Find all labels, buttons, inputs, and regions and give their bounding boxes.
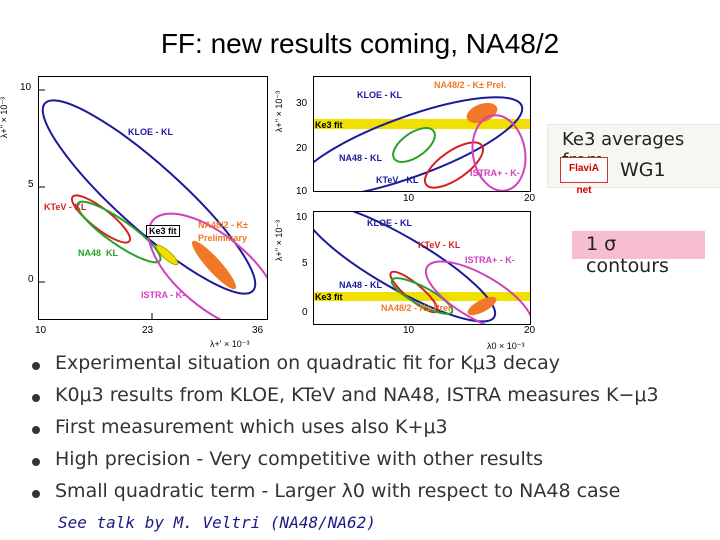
left-plot-svg: [39, 89, 281, 332]
left-plot: 10 5 0 λ+'' × 10⁻³ 10 23 36 λ+' × 10⁻³ K…: [0, 70, 298, 350]
wg1-averages-box: Ke3 averages from FlaviA net WG1: [547, 124, 720, 196]
left-x-tick-0: 10: [35, 325, 47, 336]
br-y-tick-1: 5: [302, 258, 308, 269]
na48-2-contour: [191, 240, 237, 290]
bullet-text: K0μ3 results from KLOE, KTeV and NA48, I…: [55, 384, 659, 406]
tr-label-na48: NA48 - KL: [339, 153, 383, 163]
left-label-istra: ISTRA - K-: [141, 290, 186, 300]
left-label-na48-2: NA48/2 - K±: [198, 220, 248, 230]
ke3-contour: [155, 244, 179, 266]
tr-y-axis-label: λ+'' × 10⁻³: [274, 90, 285, 133]
tr-x-tick-1: 20: [524, 193, 536, 204]
left-y-axis-label: λ+'' × 10⁻³: [0, 96, 10, 139]
bullet-dot: [32, 490, 40, 498]
br-x-axis-label: λ0 × 10⁻³: [487, 341, 525, 351]
left-label-ktev: KTeV - KL: [44, 202, 87, 212]
br-x-tick-0: 10: [403, 325, 415, 336]
tr-label-kloe: KLOE - KL: [357, 90, 402, 100]
br-y-axis-label: λ+'' × 10⁻³: [274, 219, 285, 262]
bullet-item: Experimental situation on quadratic fit …: [30, 352, 659, 384]
left-label-prelim: Preliminary: [198, 233, 248, 243]
tr-label-ktev: KTeV - KL: [376, 175, 419, 185]
tr-label-na48-2: NA48/2 - K± Prel.: [434, 80, 506, 90]
bullet-dot: [32, 426, 40, 434]
br-label-istra: ISTRA+ - K-: [465, 255, 515, 265]
bottom-right-ke3-band: [314, 292, 530, 301]
br-label-ke3: Ke3 fit: [315, 292, 343, 302]
top-right-plot: 30 20 10 λ+'' × 10⁻³ 10 20 NA48/2 - K± P…: [274, 70, 545, 205]
tr-y-tick-2: 10: [296, 186, 308, 197]
br-label-na48: NA48 - KL: [339, 280, 383, 290]
bullet-item: Small quadratic term - Larger λ0 with re…: [30, 480, 659, 512]
bullet-text: First measurement which uses also K+μ3: [55, 416, 448, 438]
left-y-tick-2: 0: [28, 274, 34, 285]
bullet-text: Experimental situation on quadratic fit …: [55, 352, 561, 374]
bullet-item: K0μ3 results from KLOE, KTeV and NA48, I…: [30, 384, 659, 416]
bullet-list: Experimental situation on quadratic fit …: [30, 352, 659, 512]
sigma-contours-text: 1 σ contours: [586, 233, 669, 277]
left-label-na48: NA48 KL: [78, 248, 119, 258]
br-y-tick-0: 10: [296, 212, 308, 223]
tr-y-tick-0: 30: [296, 98, 308, 109]
bottom-right-plot: 10 5 0 λ+'' × 10⁻³ 10 20 λ0 × 10⁻³ KLOE …: [274, 201, 545, 355]
left-y-tick-1: 5: [28, 179, 34, 190]
footnote-talk-reference: See talk by M. Veltri (NA48/NA62): [58, 513, 376, 532]
na48-contour: [76, 200, 162, 264]
bullet-dot: [32, 394, 40, 402]
top-right-ktev-contour: [424, 141, 484, 189]
bottom-right-na48-2-contour: [467, 296, 497, 316]
tr-y-tick-1: 20: [296, 143, 308, 154]
tr-x-tick-0: 10: [403, 193, 415, 204]
left-label-kloe: KLOE - KL: [128, 127, 173, 137]
kloe-contour: [41, 99, 257, 295]
left-x-tick-2: 36: [252, 325, 264, 336]
top-right-istra-contour: [471, 114, 527, 192]
bullet-item: High precision - Very competitive with o…: [30, 448, 659, 480]
bottom-right-na48-contour: [390, 277, 454, 315]
tr-label-ke3: Ke3 fit: [315, 120, 343, 130]
br-label-kloe: KLOE - KL: [367, 218, 412, 228]
flavianet-logo: FlaviA net: [560, 157, 608, 196]
left-y-tick-0: 10: [20, 82, 32, 93]
left-label-ke3: Ke3 fit: [146, 225, 180, 237]
br-label-na48-2: NA48/2 - K± Prel.: [381, 303, 453, 313]
wg1-line2: WG1: [620, 159, 666, 181]
top-right-na48-contour: [392, 127, 436, 163]
bullet-text: High precision - Very competitive with o…: [55, 448, 544, 470]
left-plot-frame: [38, 76, 281, 332]
br-y-tick-2: 0: [302, 307, 308, 318]
top-right-na48-2-contour: [466, 102, 498, 124]
br-x-tick-1: 20: [524, 325, 536, 336]
bullet-item: First measurement which uses also K+μ3: [30, 416, 659, 448]
tr-label-istra: ISTRA+ - K-: [470, 168, 520, 178]
left-x-tick-1: 23: [142, 325, 154, 336]
br-label-ktev: KTeV - KL: [418, 240, 461, 250]
top-right-ke3-band: [314, 119, 530, 129]
bullet-dot: [32, 458, 40, 466]
bullet-dot: [32, 362, 40, 370]
top-right-plot-frame: [294, 76, 531, 198]
sigma-contours-box: 1 σ contours: [572, 231, 705, 277]
bottom-right-plot-frame: [301, 201, 534, 334]
slide-title: FF: new results coming, NA48/2: [160, 28, 560, 59]
bullet-text: Small quadratic term - Larger λ0 with re…: [55, 480, 621, 502]
left-x-axis-label: λ+' × 10⁻³: [210, 339, 250, 349]
